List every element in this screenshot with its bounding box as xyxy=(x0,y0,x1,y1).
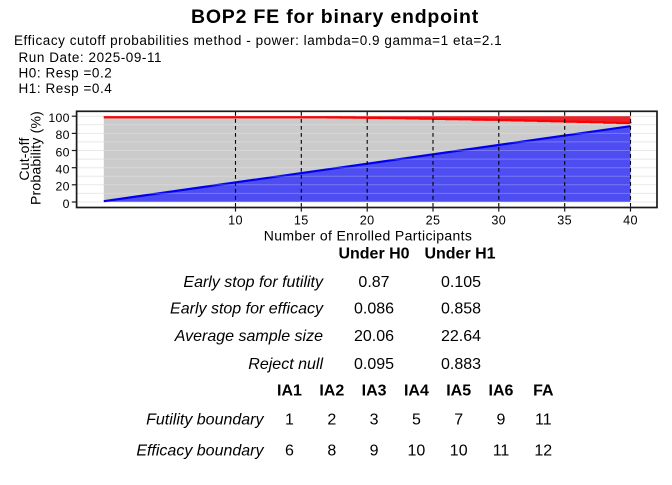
svg-text:IA5: IA5 xyxy=(446,383,471,400)
svg-text:80: 80 xyxy=(56,128,70,142)
svg-text:0.086: 0.086 xyxy=(354,301,394,318)
svg-text:60: 60 xyxy=(56,145,70,159)
svg-text:Efficacy boundary: Efficacy boundary xyxy=(136,442,264,459)
svg-text:Probability (%): Probability (%) xyxy=(28,111,44,205)
svg-text:IA6: IA6 xyxy=(489,383,514,400)
svg-text:30: 30 xyxy=(491,214,506,228)
svg-text:10: 10 xyxy=(450,442,468,459)
svg-text:15: 15 xyxy=(294,214,309,228)
svg-text:H1: Resp =0.4: H1: Resp =0.4 xyxy=(19,81,113,96)
svg-text:35: 35 xyxy=(557,214,572,228)
svg-text:Average sample size: Average sample size xyxy=(174,328,323,345)
svg-text:Cut-off: Cut-off xyxy=(16,137,32,180)
svg-text:0.87: 0.87 xyxy=(358,274,389,291)
svg-text:10: 10 xyxy=(408,442,426,459)
svg-text:IA2: IA2 xyxy=(319,383,344,400)
svg-text:20.06: 20.06 xyxy=(354,328,394,345)
svg-text:Number of Enrolled Participant: Number of Enrolled Participants xyxy=(264,228,473,244)
svg-text:25: 25 xyxy=(426,214,441,228)
svg-text:20: 20 xyxy=(360,214,375,228)
svg-text:10: 10 xyxy=(228,214,243,228)
svg-text:9: 9 xyxy=(370,442,379,459)
svg-text:0.883: 0.883 xyxy=(441,356,481,373)
svg-text:1: 1 xyxy=(285,411,294,428)
svg-text:12: 12 xyxy=(534,442,552,459)
svg-text:2: 2 xyxy=(327,411,336,428)
svg-text:40: 40 xyxy=(623,214,638,228)
svg-text:11: 11 xyxy=(493,442,510,459)
svg-text:IA4: IA4 xyxy=(404,383,429,400)
svg-text:Early stop for futility: Early stop for futility xyxy=(183,274,324,291)
svg-text:FA: FA xyxy=(533,383,554,400)
svg-text:Efficacy cutoff probabilities: Efficacy cutoff probabilities method - p… xyxy=(14,33,502,48)
svg-text:0.858: 0.858 xyxy=(441,301,481,318)
svg-text:22.64: 22.64 xyxy=(441,328,481,345)
svg-text:Reject null: Reject null xyxy=(248,356,323,373)
svg-text:11: 11 xyxy=(535,411,552,428)
svg-text:Run Date: 2025-09-11: Run Date: 2025-09-11 xyxy=(19,50,163,65)
svg-text:9: 9 xyxy=(497,411,506,428)
svg-text:IA1: IA1 xyxy=(277,383,302,400)
svg-text:40: 40 xyxy=(56,163,70,177)
svg-text:Futility boundary: Futility boundary xyxy=(146,411,264,428)
svg-text:20: 20 xyxy=(56,180,70,194)
svg-text:100: 100 xyxy=(48,111,69,125)
svg-text:Under H1: Under H1 xyxy=(424,246,495,263)
svg-text:6: 6 xyxy=(285,442,294,459)
svg-text:IA3: IA3 xyxy=(362,383,387,400)
svg-text:Early stop for efficacy: Early stop for efficacy xyxy=(170,301,324,318)
svg-text:0: 0 xyxy=(63,197,70,211)
svg-text:5: 5 xyxy=(412,411,421,428)
svg-text:3: 3 xyxy=(370,411,379,428)
svg-text:H0: Resp =0.2: H0: Resp =0.2 xyxy=(19,66,113,81)
svg-text:7: 7 xyxy=(454,411,463,428)
svg-text:0.095: 0.095 xyxy=(354,356,394,373)
svg-text:Under H0: Under H0 xyxy=(338,246,409,263)
svg-text:BOP2 FE for binary endpoint: BOP2 FE for binary endpoint xyxy=(191,6,479,28)
svg-text:0.105: 0.105 xyxy=(441,274,481,291)
svg-text:8: 8 xyxy=(327,442,336,459)
